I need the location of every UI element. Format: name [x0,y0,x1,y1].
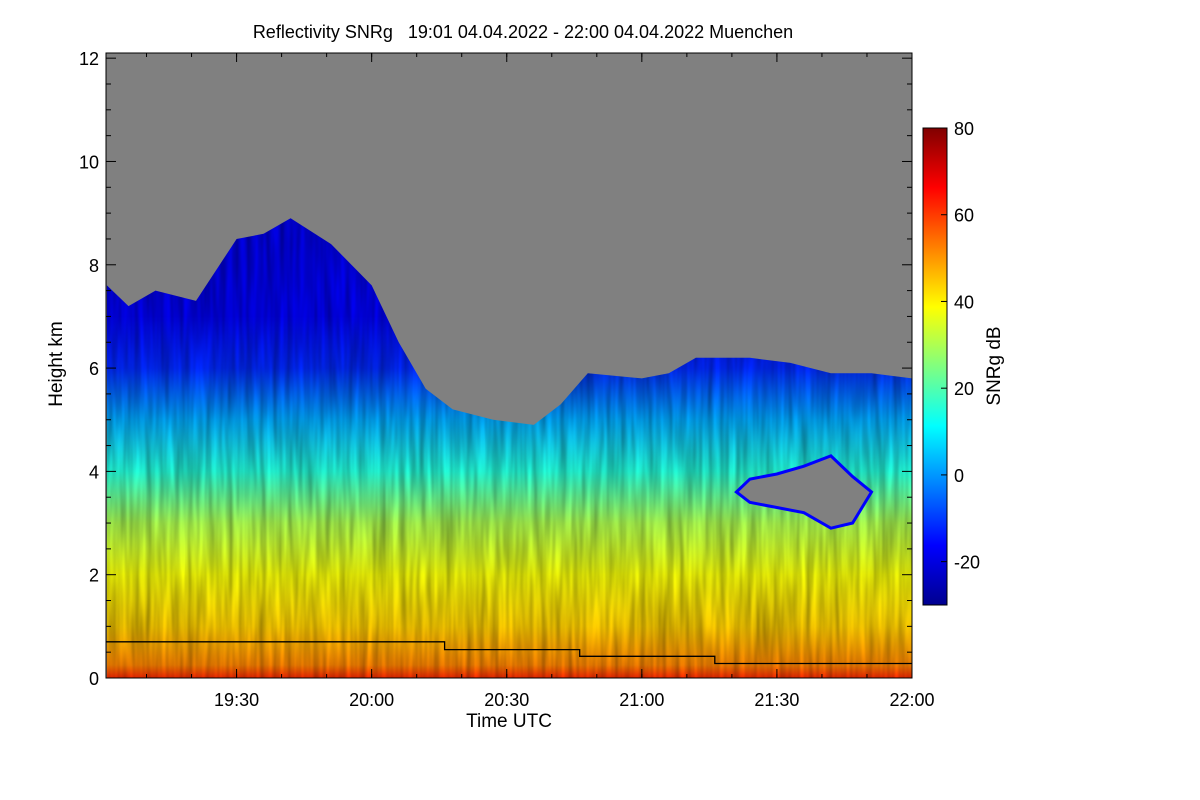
signal-gap-region [734,454,874,530]
step-line-series [106,641,912,665]
y-tick-label: 0 [89,669,99,689]
colorbar-tick-label: 80 [954,119,974,139]
plot-frame [105,52,913,679]
chart-title: Reflectivity SNRg 19:01 04.04.2022 - 22:… [253,22,793,42]
y-axis-label: Height km [46,321,67,407]
x-axis-ticks: 19:30 20:00 20:30 21:00 21:30 22:00 [146,53,935,710]
x-axis-label: Time UTC [466,711,552,732]
colorbar-fill [923,128,947,605]
x-tick-label: 20:30 [484,690,529,710]
y-tick-label: 10 [79,152,99,172]
signal-texture [106,218,912,678]
colorbar: -20 0 20 40 60 80 [922,119,980,606]
x-tick-label: 21:00 [619,690,664,710]
colorbar-ticks: -20 0 20 40 60 80 [941,119,980,573]
colorbar-frame [922,127,948,606]
x-tick-label: 22:00 [889,690,934,710]
y-tick-label: 2 [89,566,99,586]
colorbar-tick-label: 0 [954,466,964,486]
colorbar-tick-label: 40 [954,292,974,312]
heatmap-plot-area [106,53,912,678]
x-tick-label: 21:30 [754,690,799,710]
y-axis-ticks: 0 2 4 6 8 10 12 [79,49,912,689]
colorbar-tick-label: 60 [954,206,974,226]
x-tick-label: 20:00 [349,690,394,710]
y-tick-label: 12 [79,49,99,69]
x-tick-label: 19:30 [214,690,259,710]
y-tick-label: 6 [89,359,99,379]
colorbar-tick-label: 20 [954,379,974,399]
y-tick-label: 4 [89,462,99,482]
colorbar-label: SNRg dB [984,326,1005,405]
colorbar-tick-label: -20 [954,553,980,573]
y-tick-label: 8 [89,256,99,276]
